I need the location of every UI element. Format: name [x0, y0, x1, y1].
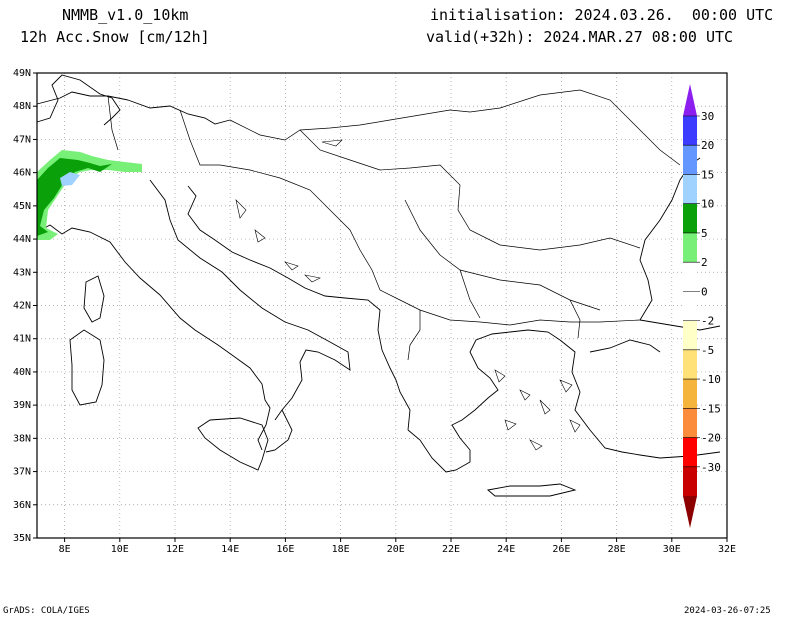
lat-tick-label: 40N	[13, 367, 31, 378]
lon-tick-label: 16E	[276, 544, 294, 555]
colorbar-label: -30	[701, 461, 721, 474]
model-name: NMMB_v1.0_10km	[62, 6, 189, 24]
longitude-axis: 8E 10E 12E 14E 16E 18E 20E 22E 24E 26E 28E 30E 32E	[59, 538, 736, 555]
lon-tick-label: 8E	[59, 544, 71, 555]
lon-tick-label: 12E	[166, 544, 184, 555]
lat-tick-label: 49N	[13, 68, 31, 79]
lon-tick-label: 24E	[497, 544, 515, 555]
grads-credit: GrADS: COLA/IGES	[3, 606, 90, 616]
colorbar-label: 5	[701, 227, 708, 240]
snow-area-dark	[37, 158, 112, 236]
lat-tick-label: 43N	[13, 267, 31, 278]
initialisation-time: initialisation: 2024.03.26. 00:00 UTC	[430, 6, 774, 24]
product-name: 12h Acc.Snow [cm/12h]	[20, 28, 210, 46]
lat-tick-label: 48N	[13, 101, 31, 112]
lon-tick-label: 14E	[221, 544, 239, 555]
lat-tick-label: 46N	[13, 168, 31, 179]
colorbar-label: 10	[701, 198, 714, 211]
lat-tick-label: 39N	[13, 400, 31, 411]
colorbar-bin	[683, 174, 697, 204]
lat-tick-label: 47N	[13, 134, 31, 145]
lat-tick-label: 41N	[13, 334, 31, 345]
map-grid	[37, 73, 728, 538]
colorbar-label: 15	[701, 168, 714, 181]
colorbar-bin	[683, 262, 697, 292]
colorbar-bin	[683, 320, 697, 351]
colorbar-bin	[683, 145, 697, 175]
colorbar-bin	[683, 203, 697, 234]
colorbar-label: 2	[701, 256, 708, 269]
lon-tick-label: 28E	[608, 544, 626, 555]
colorbar-top-arrow	[683, 84, 697, 116]
coastlines	[36, 74, 721, 497]
lat-tick-label: 35N	[13, 533, 31, 544]
lat-tick-label: 45N	[13, 201, 31, 212]
lon-tick-label: 26E	[552, 544, 570, 555]
snow-accumulation	[37, 150, 142, 240]
colorbar-label: -2	[701, 315, 714, 328]
colorbar-label: -5	[701, 344, 714, 357]
lon-tick-label: 22E	[442, 544, 460, 555]
lat-tick-label: 44N	[13, 234, 31, 245]
lat-tick-label: 37N	[13, 467, 31, 478]
colorbar-bin	[683, 232, 697, 263]
lon-tick-label: 32E	[718, 544, 736, 555]
latitude-axis: 49N 48N 47N 46N 45N 44N 43N 42N 41N 40N 39N 38N 37N 3…	[13, 68, 37, 544]
lat-tick-label: 42N	[13, 301, 31, 312]
colorbar-label: -10	[701, 373, 721, 386]
colorbar-label: -20	[701, 432, 721, 445]
islands	[235, 139, 581, 451]
colorbar-label: 20	[701, 139, 714, 152]
country-borders	[107, 89, 681, 361]
lat-tick-label: 36N	[13, 500, 31, 511]
snow-area-blue	[60, 172, 80, 186]
lon-tick-label: 18E	[332, 544, 350, 555]
lon-tick-label: 10E	[111, 544, 129, 555]
colorbar-bin	[683, 379, 697, 409]
render-timestamp: 2024-03-26-07:25	[684, 606, 771, 616]
colorbar-bin	[683, 466, 697, 497]
colorbar-bin	[683, 349, 697, 380]
colorbar-label: 30	[701, 110, 714, 123]
colorbar-label: -15	[701, 402, 721, 415]
colorbar-bottom-arrow	[683, 496, 697, 528]
colorbar-bin	[683, 437, 697, 468]
colorbar-label: 0	[701, 285, 708, 298]
lon-tick-label: 20E	[387, 544, 405, 555]
lon-tick-label: 30E	[663, 544, 681, 555]
colorbar-bin	[683, 408, 697, 438]
lat-tick-label: 38N	[13, 433, 31, 444]
colorbar-bin	[683, 291, 697, 321]
valid-time: valid(+32h): 2024.MAR.27 08:00 UTC	[426, 28, 734, 46]
colorbar-bin	[683, 116, 697, 146]
